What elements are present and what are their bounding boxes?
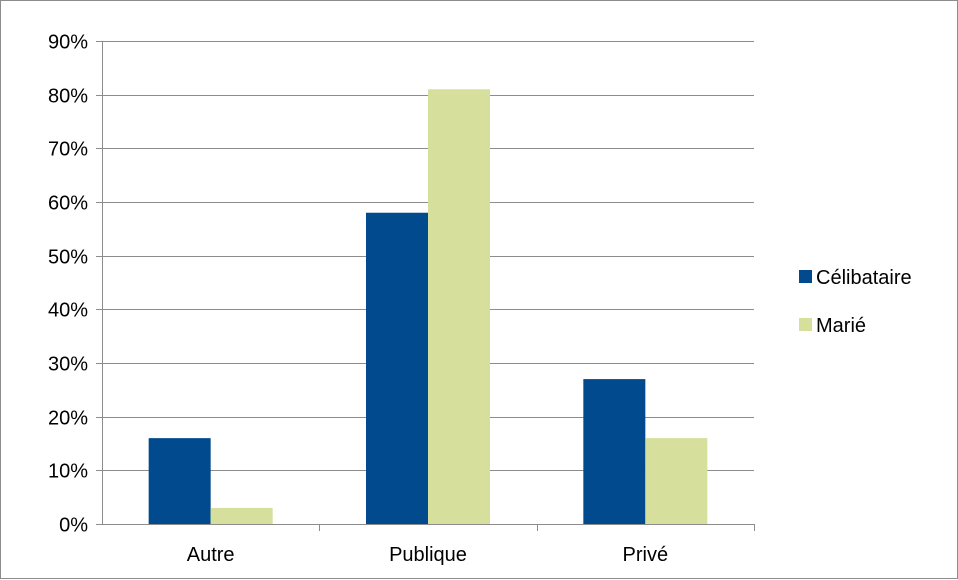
legend-swatch-marié xyxy=(799,318,812,331)
y-tick-label: 10% xyxy=(48,461,88,483)
y-tick-label: 0% xyxy=(59,515,88,537)
bars xyxy=(148,89,708,525)
bar-marié-publique xyxy=(428,89,490,525)
bar-célibataire-privé xyxy=(583,379,646,524)
bar-célibataire-autre xyxy=(148,438,211,524)
y-tick-label: 50% xyxy=(48,247,88,269)
y-tick-label: 80% xyxy=(48,86,88,108)
y-tick-labels: 0% 10% 20% 30% 40% 50% 60% 70% 80% 90% xyxy=(48,32,88,537)
bar-marié-autre xyxy=(210,507,273,524)
legend-label: Marié xyxy=(816,315,866,337)
y-tick-label: 60% xyxy=(48,193,88,215)
bar-marié-privé xyxy=(645,438,708,524)
y-tick-label: 20% xyxy=(48,408,88,430)
y-tick-label: 70% xyxy=(48,139,88,161)
y-tick-label: 40% xyxy=(48,300,88,322)
y-tick-label: 30% xyxy=(48,354,88,376)
legend-swatch-célibataire xyxy=(799,270,812,283)
bar-célibataire-publique xyxy=(366,212,428,524)
legend: Célibataire Marié xyxy=(799,267,912,337)
axes xyxy=(96,41,755,531)
x-tick-label: Autre xyxy=(187,544,235,566)
legend-label: Célibataire xyxy=(816,267,912,289)
x-tick-label: Privé xyxy=(623,544,669,566)
x-tick-label: Publique xyxy=(389,544,467,566)
x-tick-labels: Autre Publique Privé xyxy=(187,544,668,566)
y-tick-label: 90% xyxy=(48,32,88,54)
